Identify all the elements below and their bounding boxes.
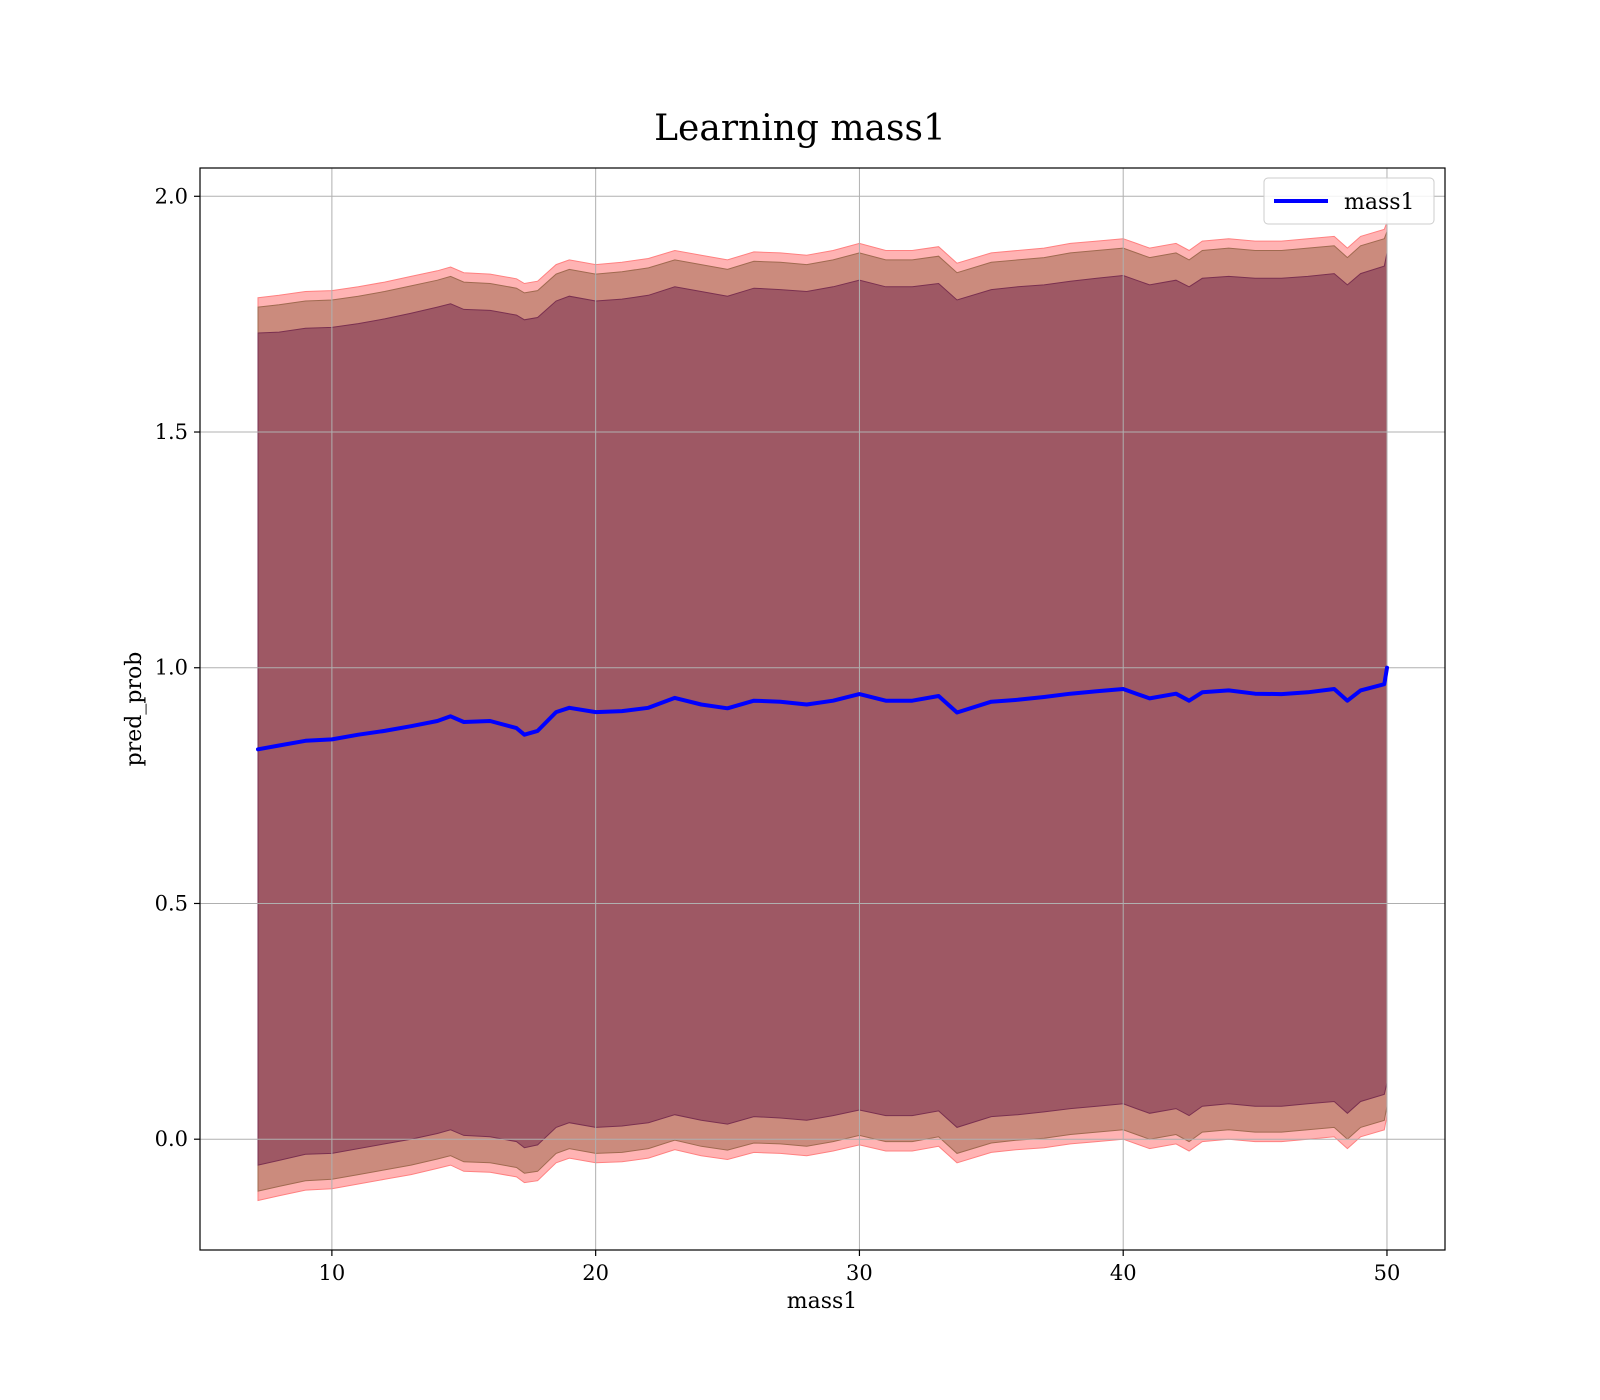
band-inner bbox=[257, 252, 1388, 1166]
plot-frame bbox=[199, 167, 1446, 1251]
x-tick-label-40: 40 bbox=[1110, 1261, 1137, 1285]
plot-area: 10 20 30 40 50 0.0 0.5 1.0 1.5 2.0 bbox=[155, 167, 1446, 1285]
x-axis-title: mass1 bbox=[787, 1289, 858, 1314]
y-axis-title: pred_prob bbox=[122, 652, 147, 767]
chart-title: Learning mass1 bbox=[654, 108, 946, 149]
x-tick-label-30: 30 bbox=[846, 1261, 873, 1285]
confidence-bands bbox=[257, 222, 1388, 1202]
x-axis-ticks: 10 20 30 40 50 bbox=[319, 1250, 1401, 1285]
x-tick-label-10: 10 bbox=[319, 1261, 346, 1285]
series-line-mass1 bbox=[256, 665, 1389, 752]
legend-label: mass1 bbox=[1344, 190, 1415, 215]
grid-lines bbox=[200, 168, 1445, 1250]
y-axis-ticks: 0.0 0.5 1.0 1.5 2.0 bbox=[155, 184, 200, 1151]
y-tick-label-2.0: 2.0 bbox=[155, 184, 188, 208]
x-tick-label-20: 20 bbox=[582, 1261, 609, 1285]
series-lines bbox=[256, 665, 1389, 752]
x-tick-label-50: 50 bbox=[1374, 1261, 1401, 1285]
y-tick-label-0.5: 0.5 bbox=[155, 891, 188, 915]
y-tick-label-0.0: 0.0 bbox=[155, 1127, 188, 1151]
y-tick-label-1.0: 1.0 bbox=[155, 656, 188, 680]
y-tick-label-1.5: 1.5 bbox=[155, 420, 188, 444]
legend-box bbox=[1263, 177, 1435, 225]
legend: mass1 bbox=[1263, 177, 1435, 225]
